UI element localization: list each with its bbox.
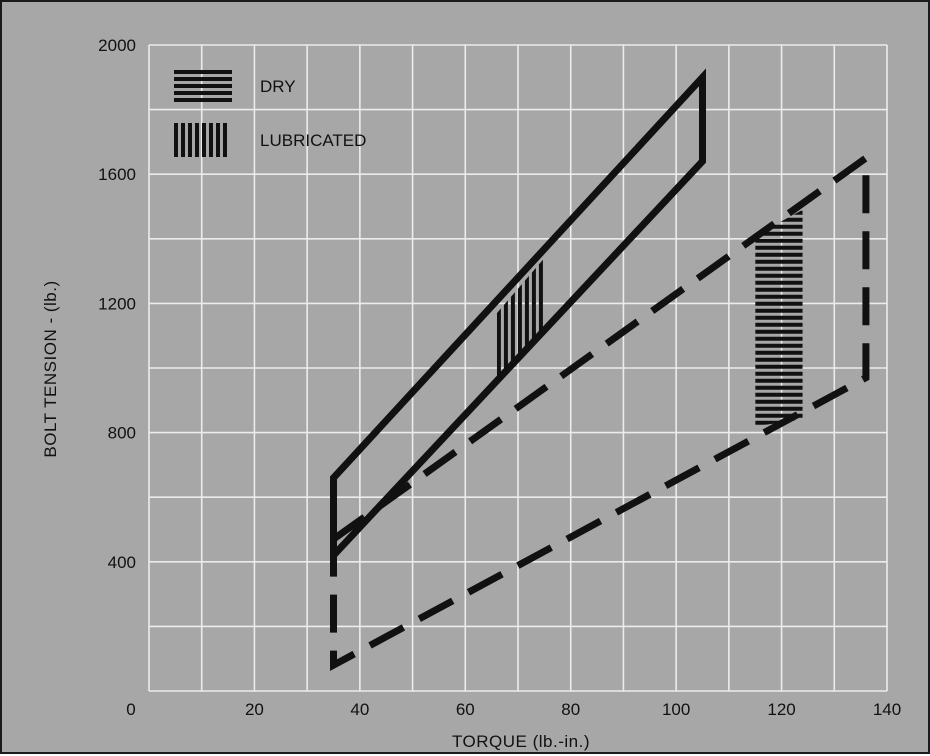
dry-hatched-region xyxy=(755,210,803,425)
y-axis-title: BOLT TENSION - (lb.) xyxy=(41,280,60,457)
legend-label: LUBRICATED xyxy=(260,131,366,150)
x-tick-label: 20 xyxy=(245,700,264,719)
x-tick-label: 0 xyxy=(126,700,135,719)
y-tick-label: 1200 xyxy=(98,294,136,313)
x-tick-label: 120 xyxy=(767,700,795,719)
x-tick-label: 40 xyxy=(350,700,369,719)
y-tick-label: 1600 xyxy=(98,165,136,184)
legend-item-dry: DRY xyxy=(174,70,296,102)
legend-item-lubricated: LUBRICATED xyxy=(174,123,366,157)
legend-label: DRY xyxy=(260,77,296,96)
x-tick-label: 140 xyxy=(873,700,901,719)
chart-regions xyxy=(330,68,870,672)
y-tick-label: 2000 xyxy=(98,36,136,55)
lubricated-region-outline xyxy=(330,151,870,672)
legend: DRY LUBRICATED xyxy=(174,70,366,157)
x-tick-label: 100 xyxy=(662,700,690,719)
dry-region-outline xyxy=(330,68,706,565)
tick-labels: 0 20 40 60 80 100 120 140 400 800 1200 1600 2000 xyxy=(98,36,901,719)
y-tick-label: 800 xyxy=(108,424,136,443)
x-tick-label: 60 xyxy=(456,700,475,719)
y-tick-label: 400 xyxy=(108,553,136,572)
x-tick-label: 80 xyxy=(561,700,580,719)
x-axis-title: TORQUE (lb.-in.) xyxy=(452,732,590,751)
